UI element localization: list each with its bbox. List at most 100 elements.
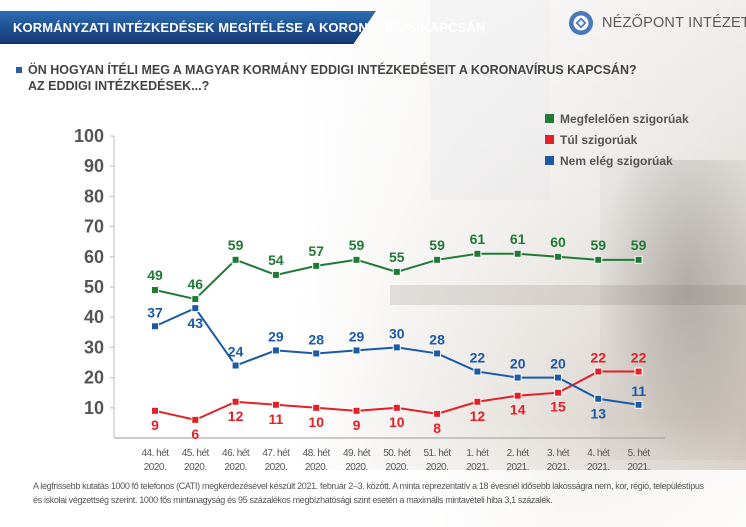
chart-series <box>151 249 643 424</box>
data-label: 59 <box>429 237 445 253</box>
data-label: 8 <box>433 420 441 436</box>
data-label: 59 <box>631 237 647 253</box>
data-point-marker <box>392 403 401 412</box>
data-point-marker <box>352 406 361 415</box>
x-tick-label: 1. hét <box>466 448 489 459</box>
data-point-marker <box>191 304 200 313</box>
x-tick-label: 51. hét <box>424 448 452 459</box>
data-label: 20 <box>550 356 566 372</box>
data-point-marker <box>271 346 280 355</box>
data-label: 60 <box>550 234 566 250</box>
data-label: 11 <box>268 411 283 427</box>
data-point-marker <box>513 391 522 400</box>
y-tick-label: 50 <box>84 277 104 297</box>
y-tick-label: 30 <box>84 337 104 357</box>
y-tick-label: 80 <box>84 186 104 206</box>
nezopont-logo-icon <box>569 11 593 35</box>
data-point-marker <box>634 367 643 376</box>
data-point-marker <box>151 406 159 415</box>
data-label: 10 <box>389 414 405 430</box>
data-label: 57 <box>308 243 324 259</box>
data-point-marker <box>554 373 562 382</box>
data-point-marker <box>191 415 200 424</box>
data-label: 30 <box>389 325 405 341</box>
data-point-marker <box>231 397 240 406</box>
data-point-marker <box>352 346 361 355</box>
data-point-marker <box>392 267 401 276</box>
data-label: 46 <box>188 276 204 292</box>
data-point-marker <box>513 373 522 382</box>
data-label: 54 <box>268 252 284 268</box>
data-label: 10 <box>308 414 324 430</box>
x-tick-label: 3. hét <box>547 448 570 459</box>
chart-data-labels: 49 46 59 54 57 59 55 59 61 61 60 59 59 9 6 12 11 10 9 10 8 12… <box>147 231 646 442</box>
chart-legend: Megfelelően szigorúak Túl szigorúak Nem … <box>545 108 689 171</box>
legend-label: Túl szigorúak <box>560 132 638 147</box>
data-label: 20 <box>510 356 526 372</box>
data-label: 55 <box>389 249 405 265</box>
data-label: 13 <box>591 406 607 422</box>
data-label: 12 <box>470 408 486 424</box>
question-line-2: AZ EDDIGI INTÉZKEDÉSEK...? <box>28 79 210 93</box>
legend-swatch-blue <box>545 156 554 165</box>
legend-item: Nem elég szigorúak <box>545 150 689 171</box>
legend-item: Megfelelően szigorúak <box>545 108 689 129</box>
y-tick-label: 10 <box>84 398 104 418</box>
data-point-marker <box>634 255 643 264</box>
data-label: 61 <box>510 231 526 247</box>
data-label: 28 <box>429 331 445 347</box>
x-tick-label: 44. hét <box>141 448 169 459</box>
x-tick-label: 2020. <box>386 462 409 473</box>
data-label: 61 <box>470 231 486 247</box>
x-tick-label: 48. hét <box>303 448 331 459</box>
data-point-marker <box>634 400 643 409</box>
data-point-marker <box>271 270 280 279</box>
question-bullet-icon <box>16 67 22 73</box>
data-point-marker <box>312 261 321 270</box>
legend-label: Nem elég szigorúak <box>560 153 673 168</box>
data-label: 9 <box>151 417 159 433</box>
data-label: 12 <box>228 408 244 424</box>
x-tick-label: 2021. <box>547 462 570 473</box>
x-tick-label: 2020. <box>224 462 247 473</box>
data-point-marker <box>554 388 562 397</box>
logo-text: NÉZŐPONT INTÉZET <box>602 15 746 31</box>
x-tick-label: 2020. <box>144 462 167 473</box>
legend-swatch-red <box>545 135 554 144</box>
x-tick-label: 2020. <box>265 462 288 473</box>
methodology-footnote: A legfrissebb kutatás 1000 fő telefonos … <box>33 479 733 507</box>
x-tick-label: 2020. <box>345 462 368 473</box>
x-tick-label: 45. hét <box>182 448 210 459</box>
x-tick-label: 2020. <box>426 462 449 473</box>
data-point-marker <box>231 361 240 370</box>
data-label: 59 <box>591 237 607 253</box>
data-label: 59 <box>228 237 244 253</box>
footnote-line-2: és iskolai végzettség szerint. 1000 fős … <box>33 495 553 505</box>
x-tick-label: 2021. <box>466 462 489 473</box>
x-tick-label: 2020. <box>305 462 328 473</box>
data-label: 9 <box>353 417 361 433</box>
data-point-marker <box>473 367 482 376</box>
data-point-marker <box>594 394 603 403</box>
data-point-marker <box>473 249 482 258</box>
question-line-1: ÖN HOGYAN ÍTÉLI MEG A MAGYAR KORMÁNY EDD… <box>28 63 637 77</box>
legend-label: Megfelelően szigorúak <box>560 111 689 126</box>
legend-item: Túl szigorúak <box>545 129 689 150</box>
background-fade <box>0 470 746 527</box>
y-tick-label: 90 <box>84 156 104 176</box>
x-tick-label: 47. hét <box>262 448 290 459</box>
background-window <box>430 0 550 200</box>
data-label: 59 <box>349 237 365 253</box>
data-label: 37 <box>147 304 163 320</box>
chart-axes: 10 20 30 40 50 60 70 80 90 100 44. hét 2020. 45. hét… <box>74 126 665 473</box>
logo: NÉZŐPONT INTÉZET <box>568 10 746 36</box>
data-point-marker <box>594 255 603 264</box>
x-tick-label: 2. hét <box>507 448 530 459</box>
data-label: 22 <box>470 350 486 366</box>
background-person <box>600 160 746 460</box>
y-tick-label: 100 <box>74 126 104 146</box>
data-point-marker <box>271 400 280 409</box>
x-tick-label: 2021. <box>627 462 650 473</box>
